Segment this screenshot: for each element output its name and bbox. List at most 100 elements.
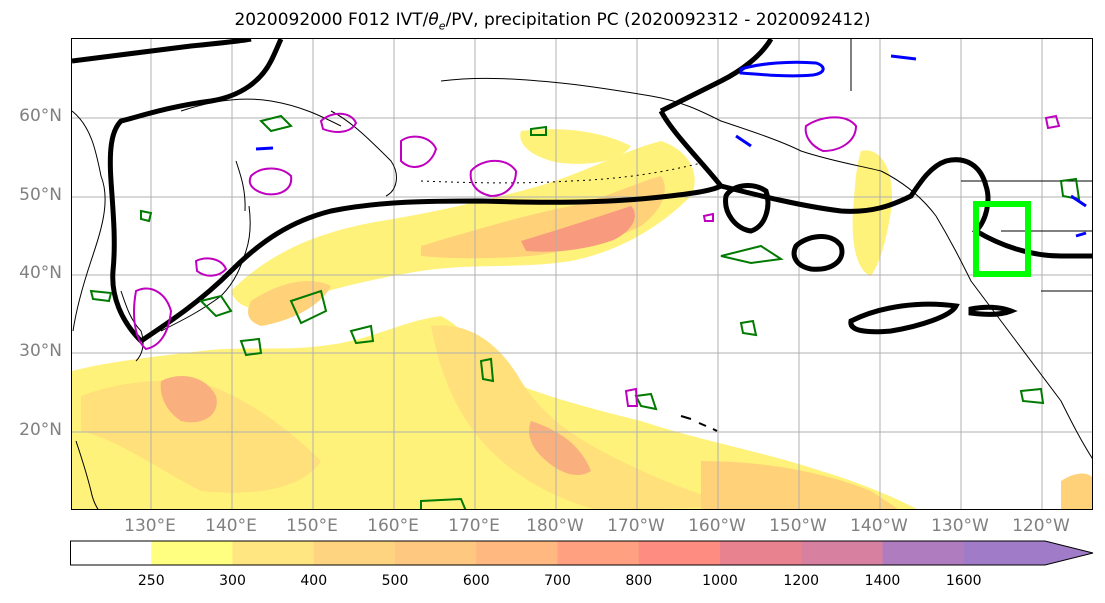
ivt-region-subtropical-mid [81, 380, 321, 493]
pv-magenta-contour [248, 167, 293, 196]
theta-e-contours [72, 39, 1092, 344]
bering-coastline [440, 77, 652, 97]
pv-magenta-contour [319, 112, 358, 133]
korea-coastline [120, 290, 144, 362]
colorbar-outline [70, 540, 1094, 566]
title-theta: θ [428, 10, 439, 30]
pv-magenta-contour [804, 116, 858, 153]
colorbar-cell [963, 541, 1093, 565]
lon-label-140w: 140°W [850, 516, 908, 536]
lon-label-150w: 150°W [769, 516, 827, 536]
colorbar-cell [395, 541, 477, 565]
hawaii-islands [680, 415, 718, 432]
map-panel [71, 38, 1093, 510]
map-gridlines [72, 39, 1092, 509]
pv-green-contour [89, 289, 113, 303]
lon-label-170w: 170°W [607, 516, 665, 536]
lat-label-40n: 40°N [19, 263, 62, 283]
pv-green-contour [739, 319, 758, 337]
pv-green-contour [1059, 177, 1081, 201]
map-svg [72, 39, 1092, 509]
lon-label-150e: 150°E [286, 516, 338, 536]
lat-label-60n: 60°N [19, 106, 62, 126]
lat-label-20n: 20°N [19, 420, 62, 440]
pv-green-contour [259, 114, 293, 133]
colorbar [70, 540, 1094, 566]
ivt-region-ar-core [521, 206, 635, 252]
pv-green-contour [634, 392, 658, 411]
colorbar-cell [638, 541, 721, 565]
pv-green-contour [720, 244, 784, 265]
pv-blue-contour [735, 134, 752, 148]
title-theta-subscript: e [438, 19, 446, 33]
asia-coastline [72, 110, 106, 332]
target-region-box [973, 201, 1031, 277]
theta-e-loop-d [968, 304, 1018, 317]
ivt-region-gulf-alaska [852, 150, 892, 276]
title-prefix: 2020092000 F012 IVT/ [234, 10, 429, 30]
lon-label-160e: 160°E [367, 516, 419, 536]
north-america-coastline [880, 170, 1092, 459]
pv-green-contour [289, 289, 328, 325]
colorbar-tick-label: 1200 [783, 573, 820, 589]
theta-e-loop-b [791, 234, 845, 272]
pv-magenta-contour [194, 257, 228, 277]
lat-label-50n: 50°N [19, 185, 62, 205]
pv-green-contour [349, 324, 375, 345]
philippines-coastline [75, 440, 99, 509]
ivt-region-west-core [160, 376, 217, 423]
pv-green-contour [479, 357, 495, 383]
pv-green-contour [239, 337, 263, 357]
colorbar-tick-label: 700 [544, 573, 571, 589]
map-title: 2020092000 F012 IVT/θe/PV, precipitation… [0, 10, 1105, 32]
title-suffix: /PV, precipitation PC (2020092312 - 2020… [445, 10, 871, 30]
pv-green-contour [530, 125, 547, 136]
colorbar-tick-label: 500 [381, 573, 409, 589]
pv-green-contour [140, 209, 153, 223]
colorbar-tick-label: 400 [300, 573, 328, 589]
pv-blue-contour [890, 54, 917, 61]
pv-contours-blue [255, 54, 1087, 238]
theta-e-loop-a [723, 183, 771, 234]
lon-label-120w: 120°W [1012, 516, 1070, 536]
pv-blue-contour [1075, 231, 1087, 238]
ivt-region-north-patch [520, 129, 631, 164]
colorbar-cell [232, 541, 315, 565]
pv-blue-contour [255, 146, 274, 151]
colorbar-cells [70, 540, 1094, 566]
aleutian-chain [420, 162, 702, 184]
lon-label-180w: 180°W [526, 516, 584, 536]
pv-contours-green [89, 114, 1081, 509]
lon-label-170e: 170°E [448, 516, 500, 536]
lat-label-30n: 30°N [19, 341, 62, 361]
sakhalin-coastline [235, 160, 246, 212]
ivt-shading [72, 129, 1092, 509]
theta-e-contour-top-right [659, 39, 774, 114]
pv-magenta-contour [469, 159, 518, 198]
ivt-region-japan [248, 281, 331, 326]
lon-label-130w: 130°W [931, 516, 989, 536]
coastlines [72, 39, 1092, 509]
lon-label-160w: 160°W [688, 516, 746, 536]
lon-label-140e: 140°E [205, 516, 257, 536]
theta-e-contour-west [72, 39, 252, 64]
north-america-borders [850, 39, 1092, 292]
pv-magenta-contour [702, 212, 714, 222]
colorbar-cell [557, 541, 640, 565]
colorbar-cell [476, 541, 558, 565]
colorbar-cell [70, 541, 152, 565]
ivt-region-east-edge [1061, 473, 1092, 509]
kamchatka-coastline [330, 110, 397, 197]
ivt-region-central-core [529, 421, 591, 476]
colorbar-tick-label: 250 [137, 573, 165, 589]
theta-e-contour-east [720, 157, 1092, 259]
colorbar-tick-label: 1000 [702, 573, 738, 589]
colorbar-cell [882, 541, 965, 565]
theta-e-contour-main [139, 109, 725, 344]
colorbar-cell [720, 541, 802, 565]
colorbar-tick-label: 800 [625, 573, 653, 589]
colorbar-tick-label: 1600 [945, 573, 982, 589]
colorbar-tick-label: 600 [462, 573, 490, 589]
pv-contours-magenta [133, 112, 1061, 407]
pv-magenta-contour [400, 135, 438, 168]
